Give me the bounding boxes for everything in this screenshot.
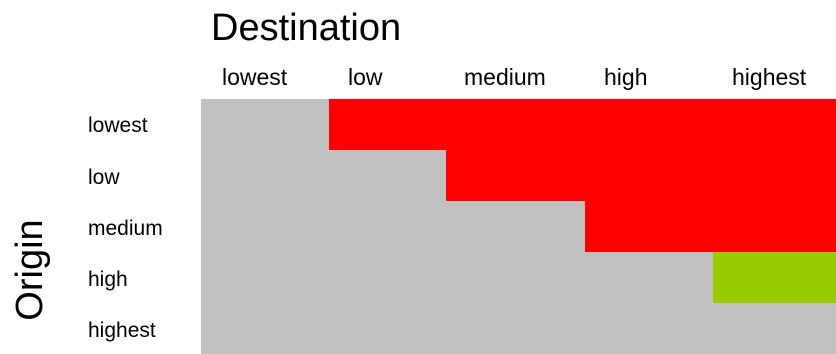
row-label-high: high	[88, 268, 128, 291]
origin-axis-title: Origin	[9, 219, 51, 321]
column-label-medium: medium	[464, 64, 546, 90]
column-label-lowest: lowest	[222, 64, 288, 90]
row-label-medium: medium	[88, 217, 163, 240]
destination-axis-title: Destination	[211, 7, 402, 49]
matrix-grid	[201, 99, 836, 354]
column-label-highest: highest	[732, 64, 807, 90]
row-label-lowest: lowest	[88, 114, 148, 137]
matrix-cell-lowest-to-high	[585, 99, 713, 150]
column-label-high: high	[604, 64, 648, 90]
matrix-cell-lowest-to-highest	[713, 99, 836, 150]
matrix-cell-high-to-highest	[713, 252, 836, 303]
matrix-cell-lowest-to-low	[329, 99, 446, 150]
row-label-highest: highest	[88, 319, 156, 342]
matrix-cell-lowest-to-medium	[446, 99, 585, 150]
matrix-cell-low-to-medium	[446, 150, 585, 201]
column-label-low: low	[348, 64, 383, 90]
matrix-cell-low-to-highest	[713, 150, 836, 201]
matrix-cell-medium-to-high	[585, 201, 713, 252]
matrix-cell-medium-to-highest	[713, 201, 836, 252]
matrix-cell-low-to-high	[585, 150, 713, 201]
row-label-low: low	[88, 166, 120, 189]
